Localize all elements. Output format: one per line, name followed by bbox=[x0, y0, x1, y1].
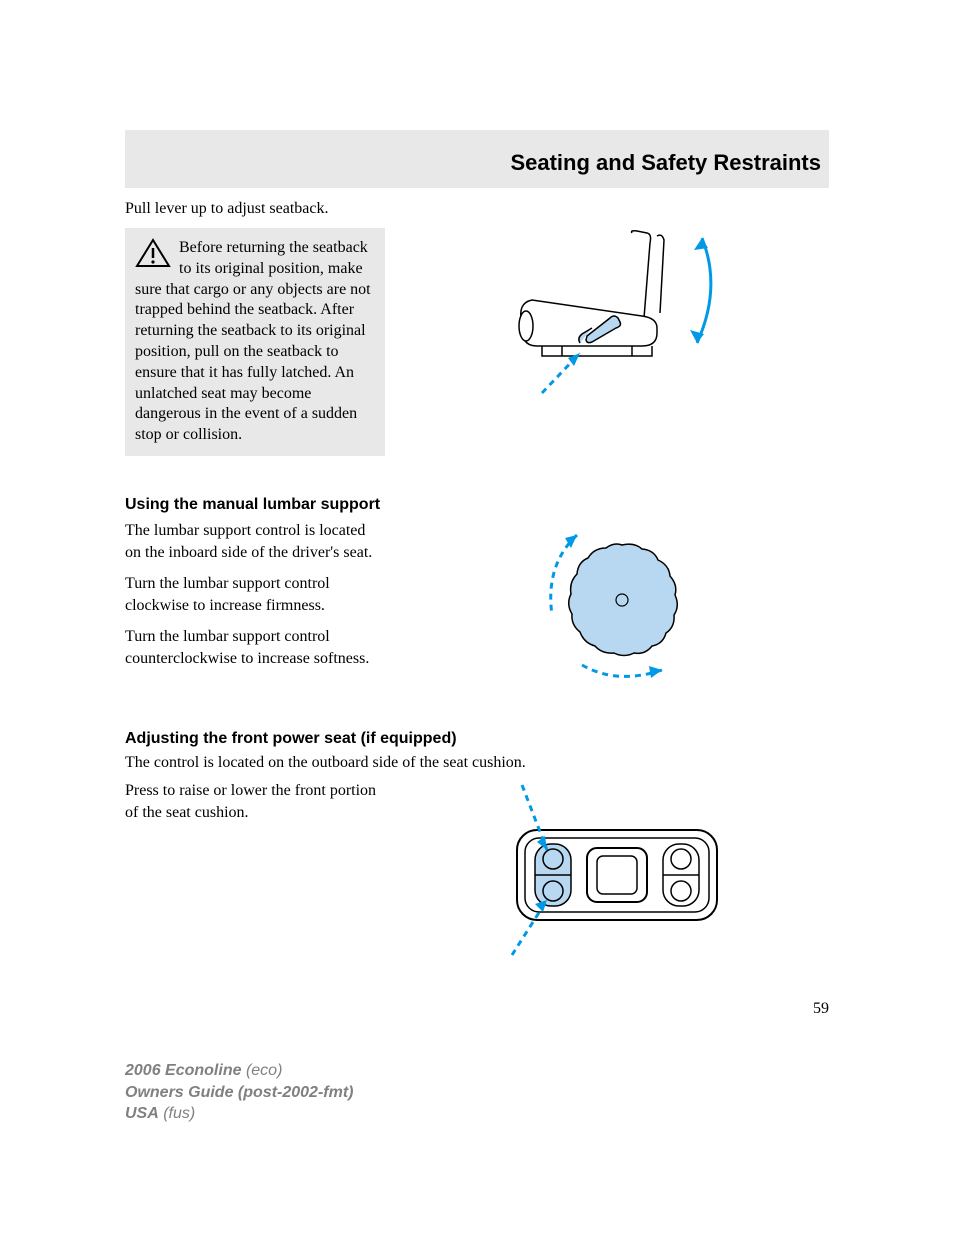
footer-line2: Owners Guide (post-2002-fmt) bbox=[125, 1082, 353, 1104]
footer-region: USA bbox=[125, 1105, 159, 1122]
power-seat-p2: Press to raise or lower the front portio… bbox=[125, 780, 385, 823]
footer-line3: USA (fus) bbox=[125, 1103, 353, 1125]
page-content: Seating and Safety Restraints Pull lever… bbox=[0, 0, 954, 1018]
lumbar-p3: Turn the lumbar support control counterc… bbox=[125, 626, 385, 669]
warning-box: Before returning the seatback to its ori… bbox=[125, 228, 385, 456]
power-seat-text: Press to raise or lower the front portio… bbox=[125, 780, 385, 833]
seat-diagram-svg bbox=[502, 228, 732, 428]
lumbar-p1: The lumbar support control is located on… bbox=[125, 520, 385, 563]
footer-model: 2006 Econoline bbox=[125, 1062, 242, 1079]
footer-line1: 2006 Econoline (eco) bbox=[125, 1060, 353, 1082]
footer-model-code: (eco) bbox=[242, 1062, 283, 1079]
power-seat-section: Press to raise or lower the front portio… bbox=[125, 780, 829, 960]
switch-figure bbox=[405, 780, 829, 960]
intro-text: Pull lever up to adjust seatback. bbox=[125, 200, 829, 218]
page-number: 59 bbox=[125, 1000, 829, 1018]
section-title: Seating and Safety Restraints bbox=[125, 150, 829, 176]
seat-figure bbox=[405, 228, 829, 428]
lumbar-heading: Using the manual lumbar support bbox=[125, 496, 829, 514]
knob-figure bbox=[405, 520, 829, 690]
lumbar-p2: Turn the lumbar support control clockwis… bbox=[125, 573, 385, 616]
footer-region-code: (fus) bbox=[159, 1105, 195, 1122]
warning-and-seat-section: Before returning the seatback to its ori… bbox=[125, 228, 829, 456]
lumbar-section: The lumbar support control is located on… bbox=[125, 520, 829, 690]
lumbar-text: The lumbar support control is located on… bbox=[125, 520, 385, 680]
warning-triangle-icon bbox=[135, 238, 171, 275]
section-header-band: Seating and Safety Restraints bbox=[125, 130, 829, 188]
power-seat-p1: The control is located on the outboard s… bbox=[125, 754, 829, 772]
switch-diagram-svg bbox=[497, 780, 737, 960]
footer: 2006 Econoline (eco) Owners Guide (post-… bbox=[125, 1060, 353, 1125]
knob-diagram-svg bbox=[517, 520, 717, 690]
power-seat-heading: Adjusting the front power seat (if equip… bbox=[125, 730, 829, 748]
